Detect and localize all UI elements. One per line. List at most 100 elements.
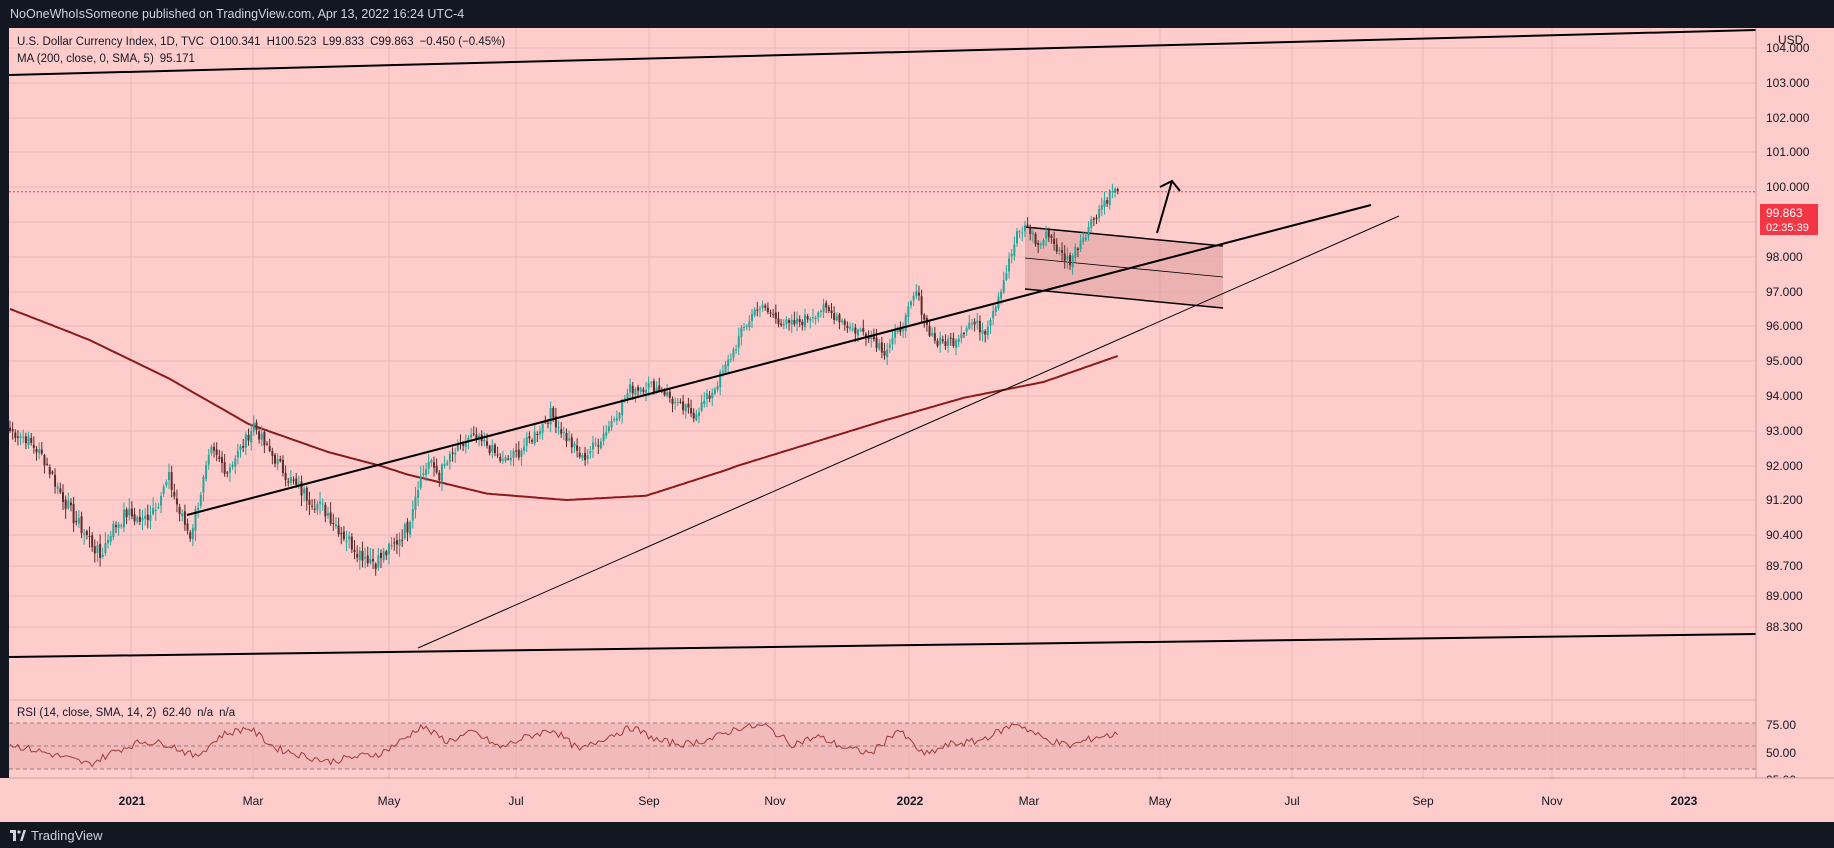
candle[interactable] (75, 510, 78, 526)
candle[interactable] (1095, 214, 1098, 225)
candle[interactable] (740, 325, 743, 346)
candle[interactable] (902, 322, 905, 339)
candle[interactable] (144, 508, 147, 526)
candle[interactable] (51, 470, 54, 475)
candle[interactable] (766, 302, 769, 315)
candle[interactable] (149, 505, 152, 529)
candle[interactable] (682, 394, 685, 415)
candle[interactable] (234, 455, 237, 474)
rsi-line[interactable] (9, 722, 1119, 768)
candle[interactable] (713, 387, 716, 396)
candle[interactable] (753, 307, 756, 318)
candle[interactable] (589, 446, 592, 459)
candle[interactable] (258, 426, 261, 444)
candle[interactable] (554, 407, 557, 434)
candle[interactable] (369, 548, 372, 565)
candle[interactable] (515, 443, 518, 458)
candle[interactable] (523, 438, 526, 455)
candle[interactable] (825, 300, 828, 314)
candle[interactable] (175, 489, 178, 513)
candle[interactable] (236, 443, 239, 465)
candle[interactable] (411, 500, 414, 529)
candle[interactable] (978, 315, 981, 341)
candle[interactable] (1087, 221, 1090, 241)
candle[interactable] (380, 549, 382, 569)
candle[interactable] (152, 497, 155, 516)
candle[interactable] (1045, 225, 1048, 247)
candle[interactable] (576, 438, 579, 458)
candle[interactable] (499, 453, 502, 464)
candle[interactable] (279, 455, 282, 463)
candle[interactable] (647, 376, 650, 397)
candle[interactable] (130, 501, 133, 520)
candle[interactable] (1031, 229, 1034, 243)
candle[interactable] (1018, 229, 1021, 239)
candle[interactable] (782, 319, 785, 330)
candle[interactable] (77, 510, 80, 528)
candle[interactable] (777, 311, 780, 328)
candle[interactable] (30, 432, 33, 446)
candle[interactable] (880, 336, 883, 359)
support-trendline[interactable] (417, 215, 1400, 649)
candle[interactable] (512, 448, 515, 467)
candle[interactable] (761, 300, 764, 312)
candle[interactable] (210, 444, 213, 456)
candle[interactable] (724, 360, 727, 375)
candle[interactable] (891, 331, 894, 351)
candle[interactable] (218, 449, 221, 463)
candle[interactable] (1114, 187, 1117, 198)
candle[interactable] (915, 284, 918, 300)
candle[interactable] (835, 312, 838, 322)
candle[interactable] (202, 474, 205, 502)
candle[interactable] (223, 454, 226, 477)
candle[interactable] (1069, 252, 1071, 270)
candle[interactable] (1061, 242, 1064, 261)
candle[interactable] (191, 524, 194, 547)
candle[interactable] (599, 438, 602, 450)
candle[interactable] (910, 300, 912, 309)
candle[interactable] (91, 532, 94, 552)
candle[interactable] (650, 381, 653, 388)
candle[interactable] (382, 547, 385, 563)
candle[interactable] (54, 468, 57, 494)
candle[interactable] (838, 312, 841, 330)
candle[interactable] (154, 502, 157, 521)
candle[interactable] (101, 547, 104, 559)
candle[interactable] (796, 311, 799, 332)
candle[interactable] (1084, 231, 1087, 242)
channel-lower-line[interactable] (1024, 288, 1224, 309)
candle[interactable] (849, 322, 852, 332)
candle[interactable] (719, 369, 722, 396)
candle[interactable] (372, 548, 375, 570)
candle[interactable] (568, 430, 571, 442)
candle[interactable] (1023, 220, 1026, 238)
candle[interactable] (271, 447, 274, 465)
candle[interactable] (292, 476, 295, 485)
candle[interactable] (684, 403, 687, 419)
candle[interactable] (43, 453, 46, 474)
candle[interactable] (658, 377, 661, 393)
candle[interactable] (949, 332, 952, 346)
candle[interactable] (618, 411, 621, 422)
candle[interactable] (708, 391, 711, 403)
candle[interactable] (250, 423, 253, 451)
candle[interactable] (430, 458, 433, 468)
candle[interactable] (16, 429, 19, 446)
candle[interactable] (565, 428, 568, 448)
candle[interactable] (475, 427, 478, 443)
candle[interactable] (83, 529, 86, 545)
candle[interactable] (255, 419, 258, 435)
candle[interactable] (1063, 245, 1066, 269)
candle[interactable] (1103, 191, 1106, 215)
candle[interactable] (756, 301, 759, 317)
candle[interactable] (409, 520, 412, 538)
candle[interactable] (560, 422, 563, 438)
candle[interactable] (764, 303, 767, 311)
candle[interactable] (888, 339, 891, 353)
candle[interactable] (239, 444, 242, 458)
candle[interactable] (819, 309, 822, 318)
candle[interactable] (226, 470, 229, 478)
candle[interactable] (483, 432, 486, 447)
candle[interactable] (841, 318, 844, 325)
candle[interactable] (536, 431, 539, 443)
